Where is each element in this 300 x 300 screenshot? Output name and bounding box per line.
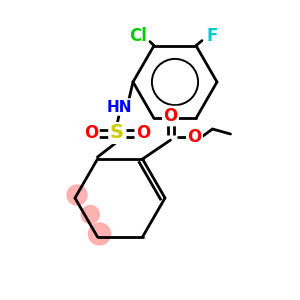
Text: O: O: [164, 107, 178, 125]
Text: HN: HN: [106, 100, 132, 115]
Text: Cl: Cl: [129, 27, 147, 45]
Circle shape: [81, 206, 99, 224]
Text: O: O: [136, 124, 150, 142]
Text: F: F: [206, 27, 218, 45]
Circle shape: [88, 223, 110, 245]
Text: O: O: [84, 124, 98, 142]
Text: S: S: [110, 124, 124, 142]
Circle shape: [67, 185, 87, 205]
Text: O: O: [188, 128, 202, 146]
